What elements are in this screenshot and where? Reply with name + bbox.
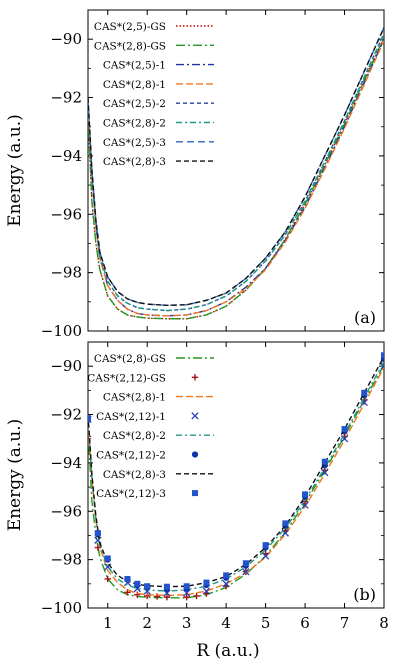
data-point-cas-2-12-3 [144, 583, 151, 590]
legend-swatch [191, 374, 199, 381]
series-group [88, 352, 384, 601]
legend-label: CAS*(2,8)-GS [94, 353, 166, 365]
legend-swatch [192, 490, 198, 497]
data-point-cas-2-12-3 [282, 520, 289, 527]
data-point-cas-2-12-3 [163, 583, 170, 590]
data-point-cas-2-12-gs [183, 593, 190, 601]
data-point-cas-2-12-1 [321, 468, 329, 477]
legend-label: CAS*(2,12)-GS [87, 372, 166, 384]
data-point-cas-2-12-gs [134, 591, 141, 598]
data-point-cas-2-12-gs [104, 575, 111, 583]
legend-swatch [191, 451, 199, 458]
data-point-cas-2-12-1 [301, 501, 309, 509]
y-tick-label: −100 [41, 322, 82, 340]
data-point-cas-2-12-1 [261, 552, 270, 560]
data-point-cas-2-12-gs [88, 433, 92, 440]
data-point-cas-2-12-gs [193, 592, 200, 600]
x-tick-label: 2 [142, 614, 152, 632]
y-tick-label: −96 [50, 205, 82, 223]
series-line-cas-2-8-2 [88, 33, 384, 312]
x-tick-label: 5 [261, 614, 271, 632]
data-point-cas-2-12-gs [163, 593, 171, 601]
y-tick-label: −90 [50, 30, 82, 48]
series-line-cas-2-8-1 [88, 367, 384, 597]
data-point-cas-2-12-3 [134, 580, 141, 587]
plot-frame [87, 9, 385, 332]
data-point-cas-2-12-3 [302, 491, 309, 498]
y-tick-label: −98 [50, 551, 82, 569]
legend-label: CAS*(2,5)-3 [103, 137, 166, 149]
y-tick-label: −94 [50, 147, 82, 165]
legend-swatch [191, 412, 199, 420]
y-tick-label: −92 [50, 89, 82, 107]
x-tick-label: 6 [300, 614, 310, 632]
legend-label: CAS*(2,8)-2 [103, 118, 166, 130]
x-tick-label: 3 [182, 614, 192, 632]
data-point-cas-2-12-3 [183, 583, 190, 590]
x-tick-label: 8 [379, 614, 389, 632]
y-tick-label: −94 [50, 454, 82, 472]
x-tick-label: 1 [103, 614, 113, 632]
data-point-cas-2-12-1 [202, 587, 211, 595]
data-point-cas-2-12-3 [88, 415, 91, 422]
data-point-cas-2-12-1 [222, 580, 230, 588]
legend-label: CAS*(2,8)-1 [103, 79, 166, 91]
panel-label: (b) [353, 585, 376, 604]
series-line-cas-2-8-3 [88, 27, 384, 307]
data-point-cas-2-12-3 [242, 560, 249, 567]
data-point-cas-2-12-3 [104, 555, 111, 562]
legend-label: CAS*(2,8)-2 [103, 430, 166, 442]
data-point-cas-2-12-3 [223, 572, 230, 579]
panel-b: −100 −98 −96 −94 −92 −90 1 2 3 4 5 6 7 8 Energy (a.u.)… [5, 341, 389, 632]
legend-label: CAS*(2,12)-2 [96, 450, 166, 462]
data-point-cas-2-12-3 [203, 579, 210, 586]
legend-label: CAS*(2,5)-2 [103, 98, 166, 110]
data-point-cas-2-12-3 [94, 530, 101, 537]
legend-label: CAS*(2,8)-3 [103, 469, 166, 481]
series-line-cas-2-8-3 [88, 356, 384, 588]
data-point-cas-2-12-gs [153, 593, 161, 600]
y-tick-label: −100 [41, 599, 82, 617]
y-tick-label: −90 [50, 357, 82, 375]
x-tick-label: 4 [221, 614, 231, 632]
legend-label: CAS*(2,5)-GS [94, 21, 166, 33]
series-group [88, 27, 384, 320]
legend-label: CAS*(2,5)-1 [103, 60, 166, 72]
data-point-cas-2-12-3 [262, 542, 269, 549]
legend-label: CAS*(2,8)-3 [103, 156, 166, 168]
legend-label: CAS*(2,8)-1 [103, 392, 166, 404]
data-point-cas-2-12-gs [124, 589, 131, 596]
data-point-cas-2-12-3 [361, 389, 368, 396]
y-axis-label: Energy (a.u.) [5, 114, 25, 227]
y-axis-label: Energy (a.u.) [5, 419, 25, 532]
data-point-cas-2-12-3 [341, 426, 348, 433]
series-line-cas-2-8-1 [88, 40, 384, 317]
legend-label: CAS*(2,12)-3 [96, 488, 166, 500]
x-axis-label: R (a.u.) [196, 641, 259, 661]
series-line-cas-2-8-gs [88, 364, 384, 599]
panel-label: (a) [354, 308, 376, 327]
legend: CAS*(2,8)-GS CAS*(2,12)-GS CAS*(2,8)-1 CAS*… [87, 353, 214, 500]
series-line-cas-2-8-gs [88, 37, 384, 320]
data-point-cas-2-12-gs [144, 592, 151, 600]
y-tick-label: −98 [50, 264, 82, 282]
panel-a: −100 −98 −96 −94 −92 −90 Energy (a.u.) CAS*(2,5… [5, 9, 385, 340]
x-tick-label: 7 [340, 614, 350, 632]
data-point-cas-2-12-3 [321, 458, 328, 465]
legend-label: CAS*(2,12)-1 [96, 411, 166, 423]
series-line-cas-2-5-gs [88, 37, 384, 320]
series-line-cas-2-5-2 [88, 33, 384, 312]
data-point-cas-2-12-3 [124, 575, 131, 582]
plot-frame [87, 341, 385, 609]
y-tick-label: −92 [50, 406, 82, 424]
legend: CAS*(2,5)-GS CAS*(2,8)-GS CAS*(2,5)-1 CAS*(… [94, 21, 214, 168]
y-tick-label: −96 [50, 502, 82, 520]
data-point-cas-2-12-3 [381, 352, 384, 359]
data-point-cas-2-12-1 [242, 568, 250, 576]
legend-label: CAS*(2,8)-GS [94, 40, 166, 52]
